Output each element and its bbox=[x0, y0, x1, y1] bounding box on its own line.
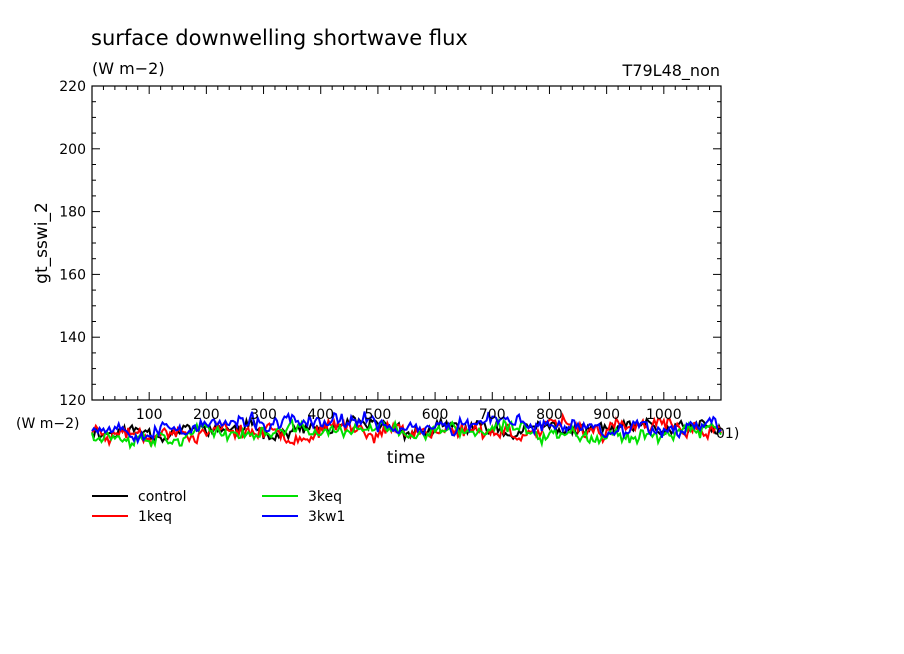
x-tick-label: 800 bbox=[536, 407, 563, 423]
y-tick-label: 140 bbox=[59, 330, 86, 346]
series-line-3kw1 bbox=[91, 411, 722, 445]
x-tick-label: 600 bbox=[422, 407, 449, 423]
x-tick-label: 900 bbox=[593, 407, 620, 423]
series-line-1keq bbox=[91, 412, 722, 448]
x-tick-label: 200 bbox=[193, 407, 220, 423]
legend-label: 1keq bbox=[138, 509, 172, 525]
series-line-3keq bbox=[91, 417, 722, 451]
y-tick-label: 120 bbox=[59, 393, 86, 409]
below-axis-suffix: 01) bbox=[716, 426, 739, 442]
x-tick-label: 1000 bbox=[646, 407, 682, 423]
y-tick-label: 180 bbox=[59, 205, 86, 221]
legend-label: 3keq bbox=[308, 489, 342, 505]
run-label: T79L48_non bbox=[622, 61, 720, 81]
y-axis-label: gt_sswi_2 bbox=[32, 202, 52, 284]
x-tick-label: 400 bbox=[307, 407, 334, 423]
x-axis: 100 200 300 400 500 600 700 800 900 1000 bbox=[102, 86, 711, 423]
x-axis-label: time bbox=[387, 448, 425, 468]
y-tick-label: 200 bbox=[59, 142, 86, 158]
y-axis: 120 140 160 180 200 220 bbox=[59, 79, 721, 409]
x-tick-label: 500 bbox=[365, 407, 392, 423]
legend: control 1keq 3keq 3kw1 bbox=[92, 489, 345, 525]
y-tick-label: 220 bbox=[59, 79, 86, 95]
x-tick-label: 700 bbox=[479, 407, 506, 423]
chart-title: surface downwelling shortwave flux bbox=[91, 26, 468, 50]
legend-label: control bbox=[138, 489, 187, 505]
below-axis-units: (W m−2) bbox=[16, 416, 80, 432]
x-tick-label: 300 bbox=[250, 407, 277, 423]
x-tick-label: 100 bbox=[136, 407, 163, 423]
legend-label: 3kw1 bbox=[308, 509, 345, 525]
units-label: (W m−2) bbox=[92, 59, 165, 78]
series-layer bbox=[91, 411, 722, 451]
y-tick-label: 160 bbox=[59, 267, 86, 283]
plot-frame bbox=[91, 85, 722, 401]
